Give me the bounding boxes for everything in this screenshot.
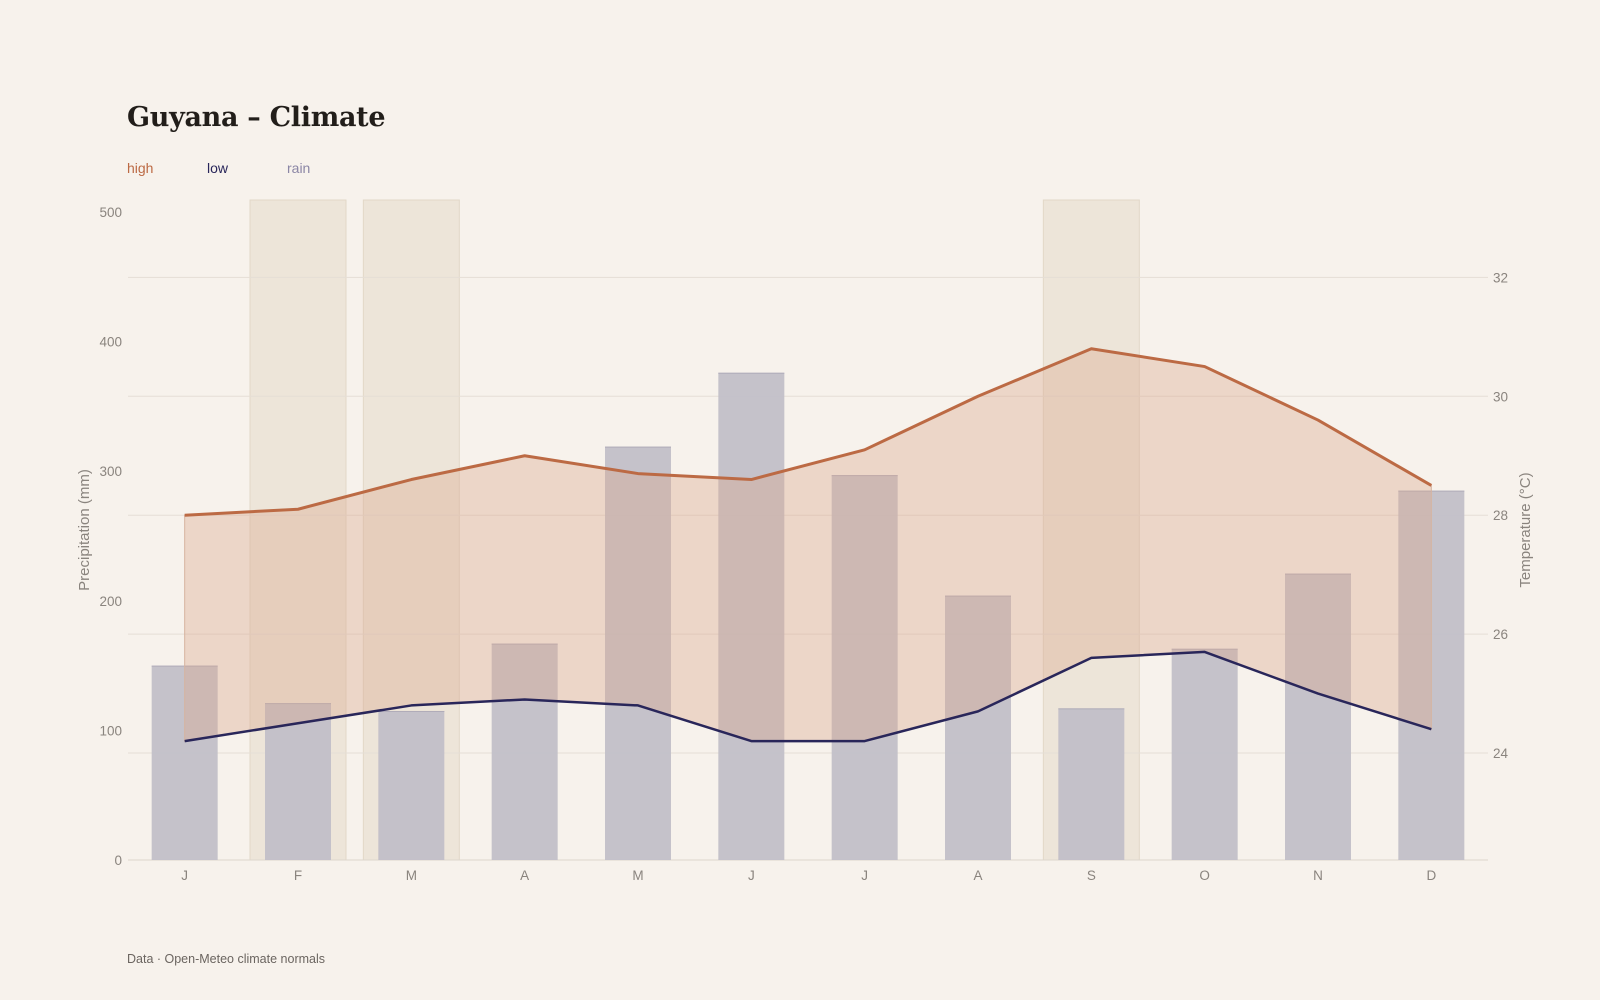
x-tick-label: O	[1199, 868, 1210, 883]
legend-item-low[interactable]: low	[207, 160, 229, 176]
temperature-lines	[184, 347, 1433, 743]
rain-bar	[491, 643, 558, 860]
legend-item-high[interactable]: high	[127, 160, 154, 176]
left-tick-label: 500	[99, 205, 122, 220]
legend: high low rain	[127, 160, 367, 176]
rain-bar	[1058, 708, 1125, 860]
x-tick-label: M	[632, 868, 643, 883]
legend-item-rain[interactable]: rain	[287, 160, 311, 176]
left-tick-label: 100	[99, 723, 122, 738]
left-tick-label: 300	[99, 464, 122, 479]
rain-bar	[1171, 648, 1238, 860]
x-tick-label: J	[861, 868, 868, 883]
right-tick-label: 32	[1493, 270, 1508, 285]
rain-bar	[265, 703, 331, 860]
right-axis-title: Temperature (°C)	[1517, 472, 1534, 587]
right-tick-label: 30	[1493, 389, 1508, 404]
x-tick-label: J	[748, 868, 755, 883]
high-line	[184, 347, 1433, 517]
left-tick-label: 0	[114, 853, 122, 868]
right-tick-label: 26	[1493, 627, 1508, 642]
right-tick-label: 24	[1493, 746, 1509, 761]
x-tick-label: A	[520, 868, 529, 883]
rain-bar	[378, 710, 445, 860]
chart-title: Guyana – Climate	[127, 102, 386, 133]
rain-bar	[718, 372, 785, 860]
low-line	[184, 650, 1432, 743]
x-tick-label: F	[294, 868, 302, 883]
rain-bar	[1285, 573, 1351, 860]
left-axis-title: Precipitation (mm)	[76, 469, 93, 591]
x-tick-label: D	[1426, 868, 1436, 883]
source-note: Data · Open-Meteo climate normals	[127, 952, 325, 966]
gridlines	[128, 276, 1488, 861]
x-tick-label: J	[181, 868, 188, 883]
x-tick-label: M	[406, 868, 417, 883]
x-tick-label: N	[1313, 868, 1323, 883]
rain-bar	[945, 595, 1011, 860]
left-tick-label: 400	[99, 335, 122, 350]
right-tick-label: 28	[1493, 508, 1508, 523]
x-tick-label: A	[973, 868, 982, 883]
x-tick-label: S	[1087, 868, 1096, 883]
left-tick-label: 200	[99, 594, 122, 609]
rain-bar	[831, 475, 898, 860]
axes: 0 100 200 300 400 500 24 26 28 30 32 J F M A M J J A S O N D Pr…	[76, 205, 1534, 883]
rain-bar	[605, 446, 671, 860]
